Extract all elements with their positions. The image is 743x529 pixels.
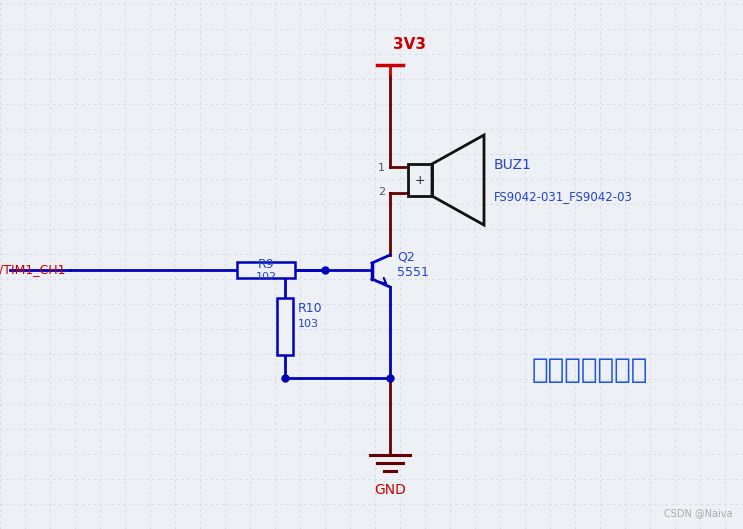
Text: 3V3: 3V3 — [393, 37, 426, 52]
Text: FS9042-031_FS9042-03: FS9042-031_FS9042-03 — [494, 190, 633, 204]
Text: CSDN @Naiva: CSDN @Naiva — [664, 508, 733, 518]
Text: 2: 2 — [378, 187, 385, 197]
Text: 5551: 5551 — [397, 267, 429, 279]
Text: 103: 103 — [298, 319, 319, 329]
Text: 蜂鸣器驱动电路: 蜂鸣器驱动电路 — [532, 356, 648, 384]
Bar — [237, 262, 295, 278]
Text: GND: GND — [374, 483, 406, 497]
Text: +: + — [415, 174, 425, 187]
Text: PD1/TIM1_CH1: PD1/TIM1_CH1 — [0, 263, 66, 277]
Text: 102: 102 — [256, 272, 276, 282]
Bar — [408, 164, 432, 196]
Bar — [277, 298, 293, 355]
Text: R9: R9 — [258, 258, 274, 271]
Text: Q2: Q2 — [397, 251, 415, 263]
Text: 1: 1 — [378, 163, 385, 173]
Text: R10: R10 — [298, 302, 322, 315]
Text: BUZ1: BUZ1 — [494, 158, 532, 172]
